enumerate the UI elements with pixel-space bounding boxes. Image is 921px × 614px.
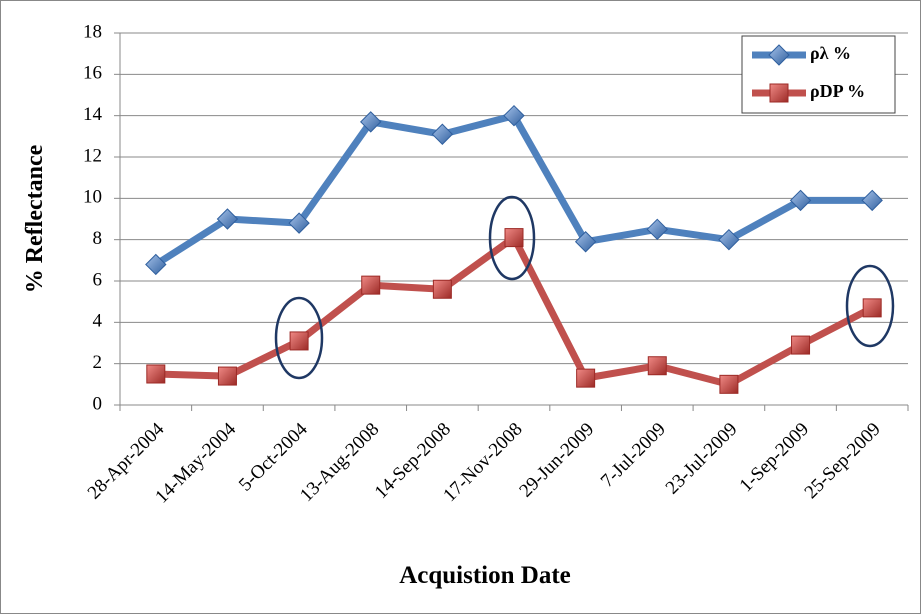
y-tick-label: 16 xyxy=(83,63,102,84)
legend-items: ρλ % ρDP % xyxy=(752,43,865,103)
x-axis-title: Acquistion Date xyxy=(399,562,571,589)
highlight-ellipse xyxy=(274,296,324,380)
marker xyxy=(769,83,789,103)
marker xyxy=(718,228,740,251)
marker xyxy=(360,111,382,133)
marker xyxy=(216,208,239,230)
y-tick-label: 12 xyxy=(83,145,102,166)
legend-label: ρDP % xyxy=(810,81,865,101)
marker xyxy=(431,123,454,145)
marker xyxy=(361,275,381,295)
y-tick-label: 4 xyxy=(93,311,103,332)
marker xyxy=(217,366,237,386)
marker xyxy=(861,189,883,212)
y-tick-label: 18 xyxy=(83,21,102,42)
y-tick-label: 0 xyxy=(93,393,103,414)
marker xyxy=(504,228,524,248)
marker xyxy=(288,212,310,234)
y-tick-label: 8 xyxy=(93,228,103,249)
marker xyxy=(289,331,309,351)
highlight-ellipse xyxy=(845,264,895,348)
marker xyxy=(791,335,811,355)
marker xyxy=(145,253,167,276)
marker xyxy=(576,368,596,388)
legend-label: ρλ % xyxy=(810,43,851,63)
marker xyxy=(503,104,525,127)
marker xyxy=(432,279,452,299)
y-tick-label: 2 xyxy=(93,352,103,373)
legend xyxy=(741,35,896,114)
y-tick-label: 14 xyxy=(83,104,103,125)
marker xyxy=(646,218,668,241)
marker xyxy=(768,44,790,66)
marker xyxy=(789,189,812,212)
y-axis-title: % Reflectance xyxy=(22,144,48,293)
highlight-ellipse xyxy=(488,195,536,281)
marker xyxy=(647,356,667,376)
marker xyxy=(574,231,597,253)
y-tick-label: 10 xyxy=(83,187,102,208)
marker xyxy=(719,374,739,394)
annotations xyxy=(274,195,895,380)
marker xyxy=(146,364,166,384)
marker xyxy=(862,298,882,318)
y-tick-label: 6 xyxy=(93,269,103,290)
